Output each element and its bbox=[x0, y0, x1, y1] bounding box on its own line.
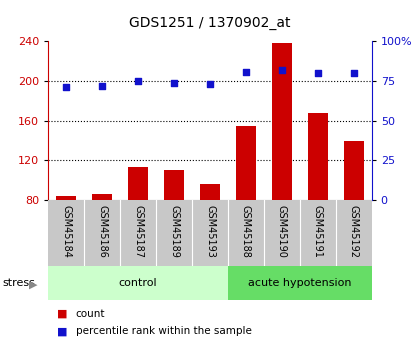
Point bbox=[99, 83, 105, 89]
Text: acute hypotension: acute hypotension bbox=[248, 278, 352, 288]
Point bbox=[135, 78, 142, 84]
Bar bbox=[228, 266, 372, 300]
Bar bbox=[272, 43, 292, 200]
Text: GSM45184: GSM45184 bbox=[61, 205, 71, 258]
Text: GSM45187: GSM45187 bbox=[133, 205, 143, 258]
Text: stress: stress bbox=[2, 278, 35, 288]
Text: ■: ■ bbox=[57, 326, 71, 336]
Bar bbox=[128, 167, 148, 200]
Bar bbox=[56, 196, 76, 200]
Bar bbox=[92, 194, 112, 200]
Text: ▶: ▶ bbox=[29, 279, 37, 289]
Text: GSM45188: GSM45188 bbox=[241, 205, 251, 258]
Point bbox=[278, 67, 285, 73]
Text: GSM45189: GSM45189 bbox=[169, 205, 179, 258]
Text: ■: ■ bbox=[57, 309, 71, 319]
Bar bbox=[200, 184, 220, 200]
Point bbox=[207, 81, 213, 87]
Text: GSM45190: GSM45190 bbox=[277, 205, 287, 258]
Bar bbox=[164, 170, 184, 200]
Text: percentile rank within the sample: percentile rank within the sample bbox=[76, 326, 252, 336]
Text: GSM45186: GSM45186 bbox=[97, 205, 107, 258]
Bar bbox=[48, 266, 228, 300]
Bar bbox=[236, 126, 256, 200]
Text: GSM45193: GSM45193 bbox=[205, 205, 215, 258]
Point bbox=[350, 70, 357, 76]
Point bbox=[63, 85, 70, 90]
Point bbox=[315, 70, 321, 76]
Bar bbox=[308, 113, 328, 200]
Text: control: control bbox=[119, 278, 158, 288]
Text: GSM45191: GSM45191 bbox=[313, 205, 323, 258]
Point bbox=[171, 80, 177, 86]
Text: GSM45192: GSM45192 bbox=[349, 205, 359, 258]
Point bbox=[243, 69, 249, 74]
Text: GDS1251 / 1370902_at: GDS1251 / 1370902_at bbox=[129, 16, 291, 30]
Text: count: count bbox=[76, 309, 105, 319]
Bar bbox=[344, 141, 364, 200]
